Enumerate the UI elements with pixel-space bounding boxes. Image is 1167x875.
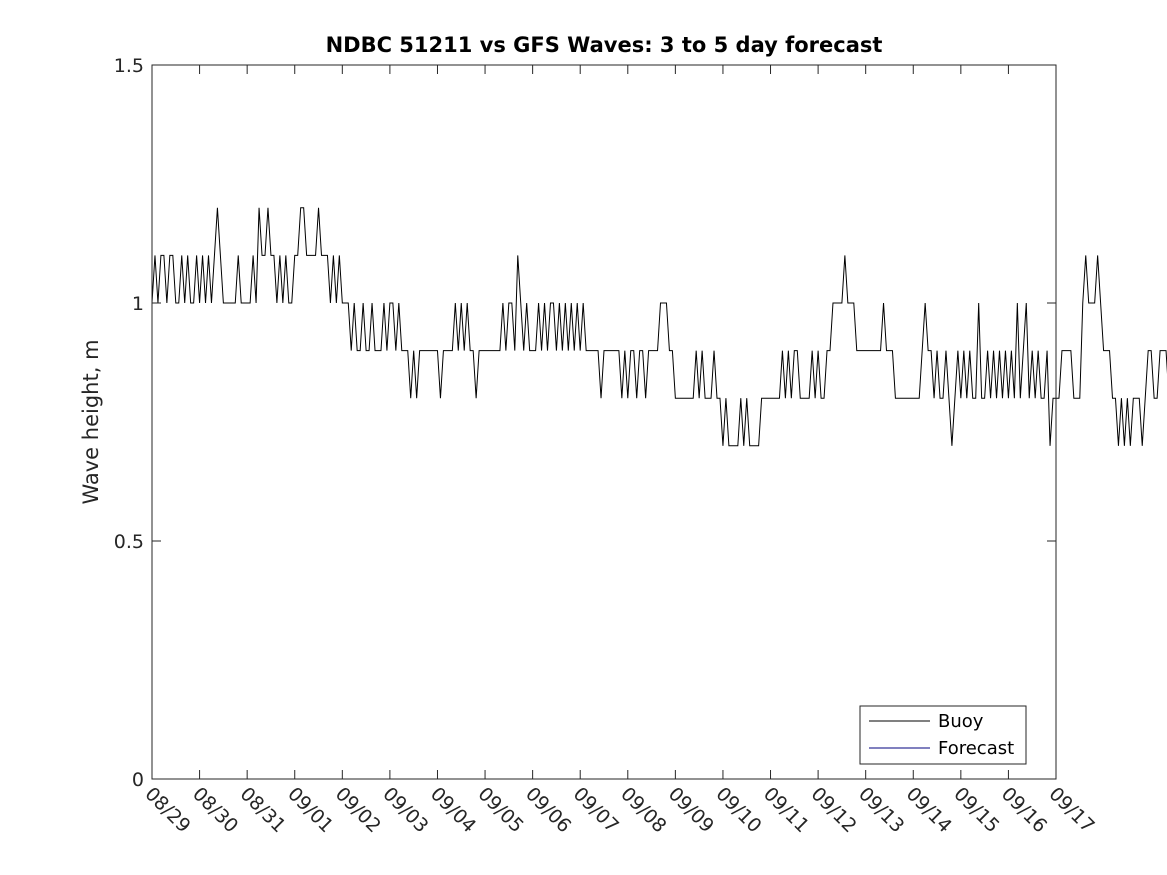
axes-box xyxy=(151,64,1057,780)
legend-forecast-label: Forecast xyxy=(938,738,1014,759)
y-tick-label: 0.5 xyxy=(114,531,144,553)
legend-buoy-label: Buoy xyxy=(938,711,984,732)
y-tick-label: 0 xyxy=(132,769,144,791)
y-tick-label: 1 xyxy=(132,293,144,315)
y-tick-label: 1.5 xyxy=(114,55,144,77)
series-line-buoy xyxy=(151,207,1167,447)
legend-box xyxy=(859,705,1027,765)
legend: Buoy Forecast xyxy=(859,705,1027,765)
plot-area xyxy=(152,65,1056,779)
chart-title: NDBC 51211 vs GFS Waves: 3 to 5 day fore… xyxy=(326,33,883,57)
data-layer xyxy=(151,207,1167,447)
y-axis-label: Wave height, m xyxy=(79,339,103,504)
